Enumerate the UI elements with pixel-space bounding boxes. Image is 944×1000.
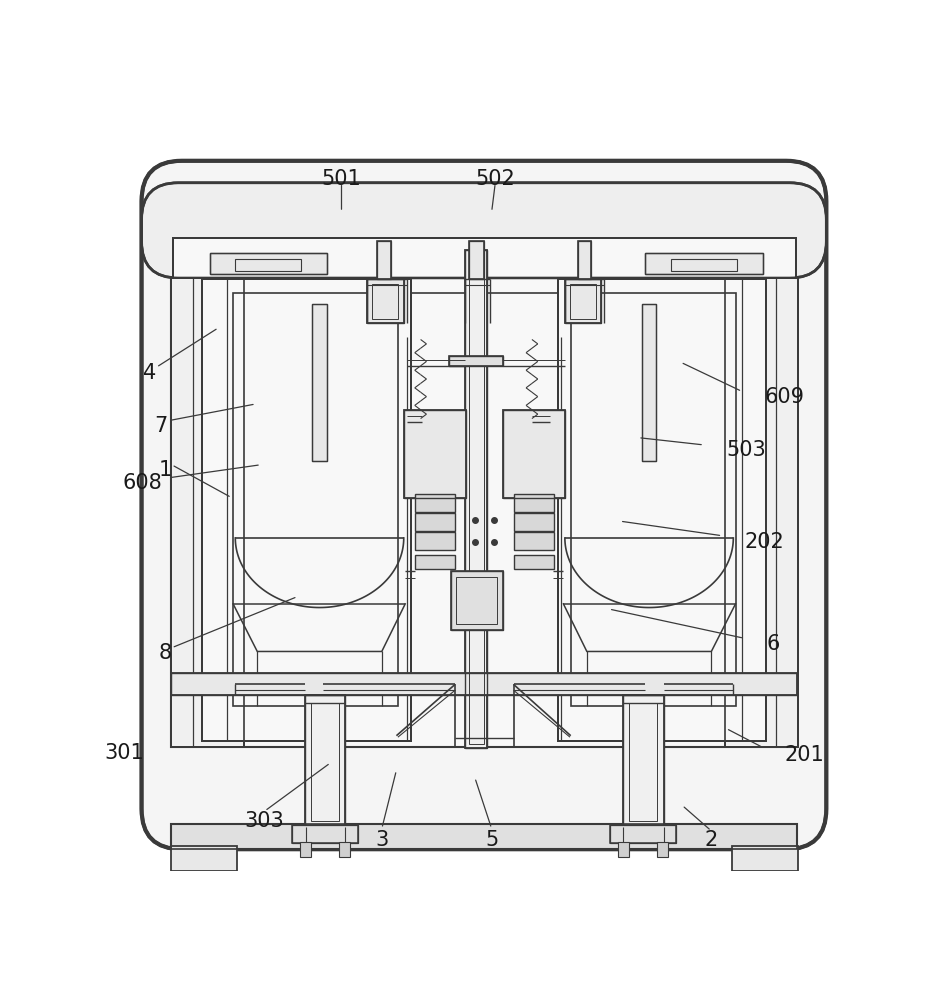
Bar	[292, 825, 358, 843]
Bar	[645, 253, 762, 274]
Bar	[233, 293, 397, 706]
Bar	[292, 825, 358, 843]
Bar	[502, 410, 565, 498]
Bar	[171, 846, 237, 871]
Bar	[372, 284, 397, 319]
Bar	[312, 304, 327, 461]
Bar	[202, 279, 411, 741]
Bar	[451, 571, 502, 630]
Bar	[724, 278, 797, 747]
Text: 501: 501	[321, 169, 361, 189]
Bar	[377, 241, 390, 279]
Bar	[557, 279, 766, 741]
Bar	[565, 279, 600, 323]
Bar	[414, 494, 455, 512]
Bar	[305, 695, 345, 827]
Text: 608: 608	[122, 473, 162, 493]
Bar	[173, 238, 795, 293]
Bar	[578, 241, 591, 279]
Bar	[171, 278, 796, 747]
Text: 301: 301	[104, 743, 143, 763]
Bar	[448, 356, 503, 366]
Bar	[171, 278, 796, 747]
Bar	[448, 356, 503, 366]
Text: 1: 1	[159, 460, 172, 480]
Bar	[403, 410, 465, 498]
Bar	[623, 695, 663, 827]
Text: 8: 8	[159, 643, 172, 663]
Bar	[210, 253, 327, 274]
Bar	[623, 695, 663, 827]
Bar	[305, 695, 345, 827]
Bar	[514, 555, 553, 569]
Bar	[414, 555, 455, 569]
Bar	[641, 304, 656, 461]
Bar	[570, 293, 734, 706]
Text: 2: 2	[704, 830, 717, 850]
Bar	[171, 673, 796, 695]
Bar	[414, 532, 455, 550]
Bar	[171, 673, 796, 695]
Text: 4: 4	[143, 363, 156, 383]
Bar	[610, 825, 676, 843]
Bar	[377, 241, 390, 279]
Bar	[656, 842, 667, 857]
FancyBboxPatch shape	[142, 183, 825, 278]
Bar	[464, 250, 487, 748]
Bar	[610, 825, 676, 843]
Text: 303: 303	[244, 811, 284, 831]
Bar	[451, 571, 502, 630]
Bar	[366, 279, 403, 323]
Bar	[645, 253, 762, 274]
Bar	[557, 279, 766, 741]
Text: 503: 503	[725, 440, 765, 460]
Bar	[629, 703, 656, 821]
Text: 5: 5	[484, 830, 497, 850]
Bar	[403, 410, 465, 498]
Text: 7: 7	[155, 416, 168, 436]
Bar	[299, 842, 311, 857]
Bar	[311, 703, 338, 821]
FancyBboxPatch shape	[142, 161, 825, 849]
Bar	[514, 513, 553, 531]
Bar	[468, 254, 483, 744]
Bar	[502, 410, 565, 498]
Bar	[578, 241, 591, 279]
Bar	[468, 241, 483, 279]
Bar	[641, 304, 656, 461]
Bar	[464, 250, 487, 748]
Text: 3: 3	[375, 830, 388, 850]
Text: 201: 201	[784, 745, 823, 765]
Bar	[468, 241, 483, 279]
Bar	[366, 279, 403, 323]
Bar	[235, 259, 301, 271]
Bar	[171, 278, 244, 747]
Bar	[339, 842, 350, 857]
Bar	[514, 532, 553, 550]
Bar	[171, 824, 796, 849]
Bar	[173, 238, 795, 293]
Text: 6: 6	[766, 634, 779, 654]
Text: 502: 502	[475, 169, 514, 189]
Bar	[210, 253, 327, 274]
Text: 202: 202	[744, 532, 784, 552]
Bar	[565, 279, 600, 323]
Bar	[456, 577, 497, 624]
Bar	[617, 842, 628, 857]
Bar	[202, 279, 411, 741]
Bar	[569, 284, 595, 319]
Bar	[724, 278, 797, 747]
Bar	[312, 304, 327, 461]
Bar	[171, 824, 796, 849]
Text: 609: 609	[764, 387, 803, 407]
Bar	[414, 513, 455, 531]
Bar	[514, 494, 553, 512]
Bar	[731, 846, 797, 871]
Bar	[171, 278, 244, 747]
Bar	[670, 259, 736, 271]
